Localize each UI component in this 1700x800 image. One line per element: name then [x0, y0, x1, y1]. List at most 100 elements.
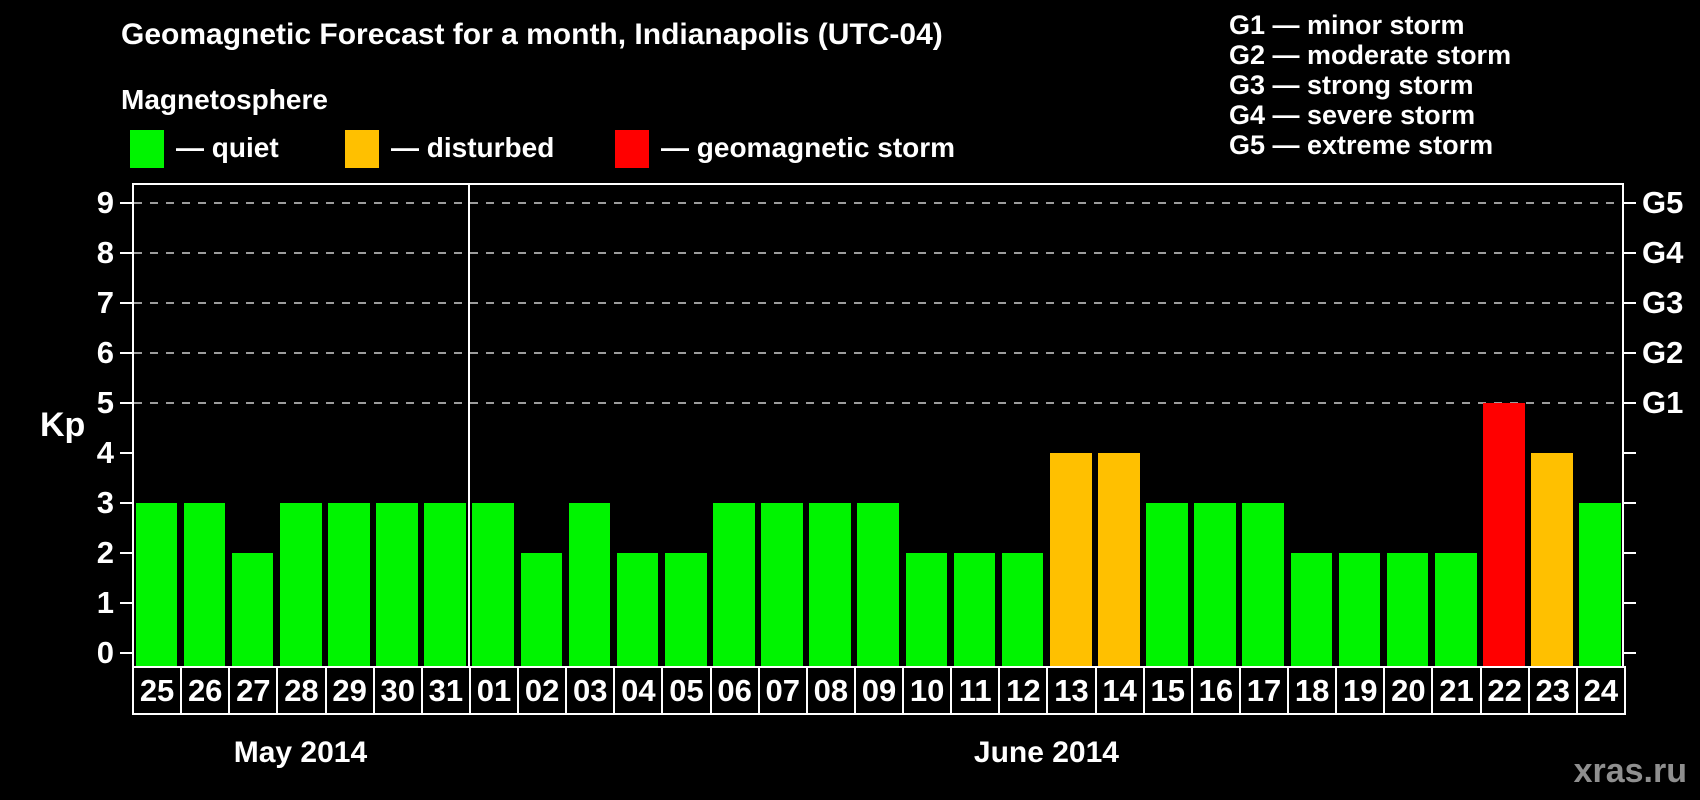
kp-bar — [135, 503, 178, 666]
watermark: xras.ru — [1573, 752, 1687, 790]
kp-bar — [1386, 553, 1429, 666]
day-label-box: 15 — [1142, 666, 1193, 715]
kp-bar — [953, 553, 996, 666]
gridline-kp5 — [134, 402, 1622, 404]
day-label-box: 02 — [517, 666, 568, 715]
kp-bar — [1242, 503, 1285, 666]
day-label-box: 18 — [1287, 666, 1338, 715]
y-tick-label: 2 — [96, 535, 114, 570]
gridline-kp6 — [134, 352, 1622, 354]
y-tick — [120, 602, 132, 604]
day-label-box: 09 — [853, 666, 905, 715]
y-tick-label: 6 — [96, 335, 114, 370]
gridline-kp7 — [134, 302, 1622, 304]
right-y-tick — [1624, 652, 1636, 654]
kp-bar — [1434, 553, 1477, 666]
y-tick-label: 7 — [96, 285, 114, 320]
day-label-box: 12 — [998, 666, 1049, 715]
day-label-box: 24 — [1575, 666, 1626, 715]
quiet-legend-label: — quiet — [176, 132, 279, 163]
day-label-box: 17 — [1238, 666, 1290, 715]
kp-bar — [713, 503, 755, 666]
magnetosphere-label: Magnetosphere — [121, 84, 328, 115]
day-label-box: 03 — [565, 666, 616, 715]
right-y-tick — [1624, 452, 1636, 454]
y-tick-label: 1 — [96, 585, 114, 620]
day-label-box: 22 — [1479, 666, 1530, 715]
kp-bar — [1146, 503, 1188, 666]
month-label: May 2014 — [233, 736, 368, 769]
kp-bar — [905, 553, 948, 666]
kp-bar — [231, 553, 274, 666]
right-y-tick — [1624, 302, 1636, 304]
day-label-box: 04 — [613, 666, 664, 715]
gridline-kp9 — [134, 202, 1622, 204]
day-label-box: 11 — [950, 666, 1001, 715]
day-label-box: 01 — [468, 666, 520, 715]
storm-swatch-icon — [615, 130, 649, 168]
kp-bar — [1194, 503, 1236, 666]
g4-legend-line: G4 — severe storm — [1229, 100, 1476, 130]
kp-bar — [616, 553, 659, 666]
g-level-label: G5 — [1642, 185, 1684, 220]
disturbed-swatch-icon — [345, 130, 379, 168]
y-tick — [120, 502, 132, 504]
y-tick — [120, 302, 132, 304]
kp-bar — [1531, 453, 1573, 666]
month-separator — [467, 183, 470, 668]
quiet-swatch-icon — [130, 130, 164, 168]
y-tick-label: 5 — [96, 385, 114, 420]
kp-bar — [1290, 553, 1333, 666]
kp-bar — [664, 553, 707, 666]
y-tick — [120, 352, 132, 354]
right-y-tick — [1624, 352, 1636, 354]
day-label-box: 13 — [1046, 666, 1097, 715]
kp-bar — [809, 503, 851, 666]
g-level-label: G1 — [1642, 385, 1684, 420]
kp-bar — [1098, 453, 1140, 666]
y-tick-label: 8 — [96, 235, 114, 270]
right-y-tick — [1624, 602, 1636, 604]
storm-legend-label: — geomagnetic storm — [661, 132, 956, 163]
g2-legend-line: G2 — moderate storm — [1229, 40, 1512, 70]
kp-bar — [472, 503, 515, 666]
g5-legend-line: G5 — extreme storm — [1229, 130, 1494, 160]
day-label-box: 07 — [757, 666, 808, 715]
right-y-tick — [1624, 502, 1636, 504]
y-tick-label: 0 — [96, 635, 114, 670]
day-label-box: 14 — [1094, 666, 1145, 715]
kp-bar — [328, 503, 370, 666]
kp-bar — [424, 503, 466, 666]
y-tick — [120, 452, 132, 454]
y-tick — [120, 402, 132, 404]
day-label-box: 10 — [902, 666, 953, 715]
day-label-box: 26 — [180, 666, 231, 715]
y-tick — [120, 652, 132, 654]
day-label-box: 27 — [228, 666, 279, 715]
kp-bar — [520, 553, 563, 666]
gridline-kp8 — [134, 252, 1622, 254]
g1-legend-line: G1 — minor storm — [1229, 10, 1465, 40]
y-tick — [120, 252, 132, 254]
right-y-tick — [1624, 552, 1636, 554]
day-label-box: 31 — [420, 666, 471, 715]
day-label-box: 29 — [324, 666, 375, 715]
day-label-box: 05 — [661, 666, 712, 715]
kp-bar — [1579, 503, 1621, 666]
day-label-box: 30 — [372, 666, 423, 715]
g3-legend-line: G3 — strong storm — [1229, 70, 1474, 100]
day-label-box: 06 — [709, 666, 760, 715]
page-title: Geomagnetic Forecast for a month, Indian… — [121, 18, 943, 51]
plot-area: 0 1 2 3 4 5 6 7 8 9 G1 G2 G3 G4 G5 — [97, 183, 1683, 670]
kp-bar — [183, 503, 226, 666]
right-y-tick — [1624, 402, 1636, 404]
day-label-box: 25 — [132, 666, 183, 715]
month-label: June 2014 — [973, 736, 1119, 769]
kp-bar — [1001, 553, 1044, 666]
kp-bar — [568, 503, 611, 666]
kp-bar — [1049, 453, 1092, 666]
g-level-label: G3 — [1642, 285, 1684, 320]
y-axis-title: Kp — [40, 406, 86, 444]
g-level-label: G2 — [1642, 335, 1684, 370]
y-tick — [120, 202, 132, 204]
